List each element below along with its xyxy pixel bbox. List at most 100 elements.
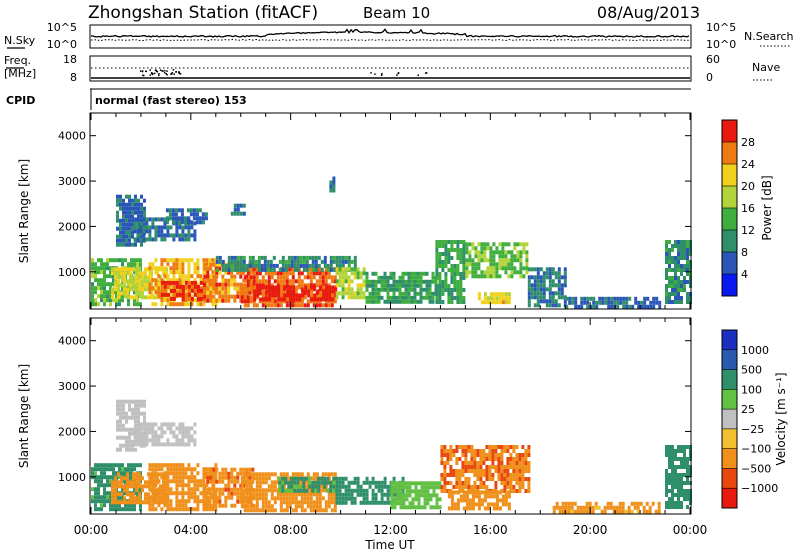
power-cell: [665, 248, 668, 252]
power-cell: [196, 282, 200, 287]
velocity-cell: [294, 472, 298, 477]
power-cell: [166, 278, 170, 283]
power-cell: [652, 304, 656, 309]
velocity-colorbar-tick-label: −500: [741, 462, 771, 475]
power-cell: [438, 276, 442, 280]
power-cell: [329, 259, 333, 264]
velocity-ytick-label: 1000: [58, 471, 86, 484]
power-cell: [333, 279, 337, 284]
velocity-cell: [178, 483, 182, 488]
power-cell: [215, 274, 219, 279]
velocity-cell: [671, 449, 674, 453]
freq-point: [417, 74, 419, 76]
power-cell: [392, 291, 396, 296]
power-cell: [112, 282, 115, 287]
velocity-cell: [383, 476, 387, 481]
velocity-cell: [224, 483, 228, 488]
velocity-cell: [467, 481, 471, 485]
power-cell: [116, 194, 119, 199]
velocity-cell: [230, 487, 234, 492]
velocity-cell: [282, 500, 286, 505]
freq-point: [149, 74, 151, 76]
velocity-cell: [504, 498, 508, 503]
power-cell: [416, 271, 420, 276]
velocity-cell: [368, 480, 372, 485]
velocity-cell: [148, 483, 152, 488]
power-cell: [583, 296, 587, 301]
velocity-cell: [233, 483, 237, 488]
power-cell: [310, 285, 314, 290]
power-cell: [332, 176, 336, 181]
power-cell: [519, 242, 523, 247]
power-cell: [404, 291, 408, 296]
velocity-cell: [461, 473, 465, 477]
power-cell: [428, 279, 432, 284]
velocity-cell: [290, 488, 294, 493]
power-cell: [468, 258, 472, 263]
velocity-cell: [255, 508, 259, 513]
velocity-cell: [452, 485, 456, 489]
velocity-cell: [203, 503, 207, 508]
power-cell: [160, 278, 164, 283]
power-cell: [165, 271, 168, 276]
velocity-cell: [154, 495, 158, 500]
velocity-cell: [157, 426, 161, 431]
power-cell: [674, 268, 677, 272]
velocity-cell: [380, 500, 384, 505]
power-cell: [489, 270, 493, 275]
velocity-cell: [297, 500, 301, 505]
velocity-cell: [657, 509, 661, 514]
time-axis-title: Time UT: [364, 538, 415, 552]
velocity-cell: [187, 507, 191, 512]
power-cell: [668, 260, 671, 264]
power-cell: [178, 262, 182, 267]
power-cell: [184, 278, 188, 283]
power-cell: [224, 298, 228, 303]
velocity-cell: [686, 465, 689, 469]
velocity-cell: [126, 484, 129, 489]
power-cell: [272, 255, 276, 260]
power-cell: [686, 256, 689, 260]
power-cell: [203, 298, 207, 303]
velocity-cell: [683, 481, 686, 485]
velocity-cell: [446, 453, 450, 457]
power-cell: [268, 293, 272, 298]
power-cell: [306, 299, 310, 304]
velocity-cell: [125, 443, 128, 448]
power-cell: [665, 276, 668, 280]
velocity-cell: [380, 484, 384, 489]
power-cell: [112, 278, 115, 283]
velocity-cell: [347, 480, 351, 485]
power-cell: [136, 302, 139, 307]
power-colorbar-tick-label: 12: [741, 224, 755, 237]
power-cell: [557, 267, 561, 272]
velocity-cell: [323, 476, 327, 481]
power-cell: [274, 289, 278, 294]
velocity-cell: [114, 500, 117, 505]
power-cell: [136, 233, 140, 238]
power-cell: [441, 280, 445, 284]
power-cell: [392, 271, 396, 276]
power-cell: [233, 203, 237, 208]
power-cell: [613, 296, 617, 301]
power-cell: [277, 289, 281, 294]
power-cell: [160, 298, 164, 303]
velocity-cell: [184, 434, 188, 439]
velocity-cell: [181, 507, 185, 512]
velocity-cell: [677, 457, 680, 461]
velocity-cell: [278, 488, 282, 493]
velocity-cell: [618, 505, 622, 510]
power-cell: [240, 299, 244, 304]
power-cell: [184, 274, 188, 279]
velocity-cell: [119, 419, 122, 424]
power-cell: [131, 210, 134, 215]
power-cell: [453, 272, 457, 276]
power-cell: [160, 229, 164, 234]
velocity-cell: [333, 500, 337, 505]
velocity-cell: [461, 461, 465, 465]
power-cell: [315, 295, 319, 300]
power-cell: [674, 256, 677, 260]
velocity-cell: [486, 506, 490, 511]
velocity-cell: [221, 487, 225, 492]
power-cell: [510, 274, 514, 279]
